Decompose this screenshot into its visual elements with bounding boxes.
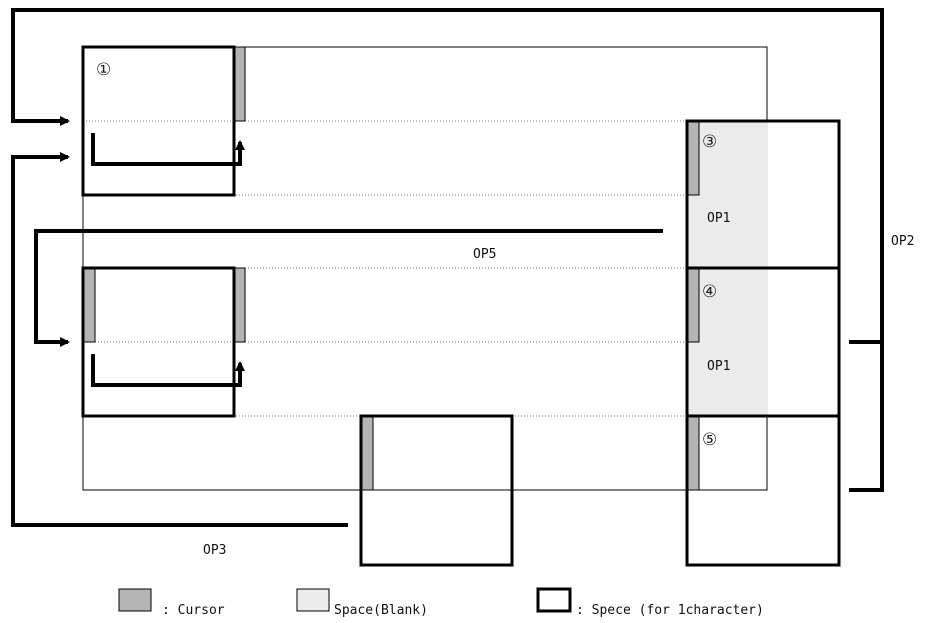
char-box-row3 (81, 266, 236, 418)
marker-1: ① (96, 60, 112, 80)
char-box-1 (81, 45, 236, 197)
cursor-bars (82, 46, 700, 491)
cursor-5 (686, 415, 700, 491)
op2-arrow (11, 8, 884, 344)
marker-5: ⑤ (702, 430, 718, 450)
char-box-5 (685, 414, 841, 567)
cursor-bottom (360, 415, 374, 491)
connector-lines (11, 8, 884, 527)
op1-label-lower: OP1 (707, 359, 731, 374)
marker-4: ④ (702, 282, 718, 302)
cursor-3 (686, 120, 700, 196)
op2-bracket-lower (849, 342, 884, 492)
legend-cursor-swatch (118, 588, 152, 612)
op5-label: OP5 (473, 247, 497, 262)
op3-label: OP3 (203, 543, 227, 558)
legend-space-label: Space(Blank) (334, 603, 428, 618)
op1-label-upper: OP1 (707, 211, 731, 226)
legend-char-swatch (536, 587, 572, 613)
cursor-4 (686, 267, 700, 343)
legend-char-label: : Spece (for 1character) (576, 603, 764, 618)
character-boxes (81, 45, 841, 567)
legend-space-swatch (296, 588, 330, 612)
op5-arrow (34, 229, 663, 347)
marker-3: ③ (702, 132, 718, 152)
space-blank-cell-3 (687, 121, 768, 268)
char-box-bottom (359, 414, 514, 567)
op3-arrow (11, 152, 348, 527)
row3-return-arrow (91, 354, 245, 387)
row1-return-arrow (91, 133, 245, 166)
op2-label: OP2 (891, 234, 915, 249)
legend-cursor-label: : Cursor (162, 603, 225, 618)
cursor-row3-left (82, 267, 96, 343)
space-blank-cell-4 (687, 268, 768, 416)
